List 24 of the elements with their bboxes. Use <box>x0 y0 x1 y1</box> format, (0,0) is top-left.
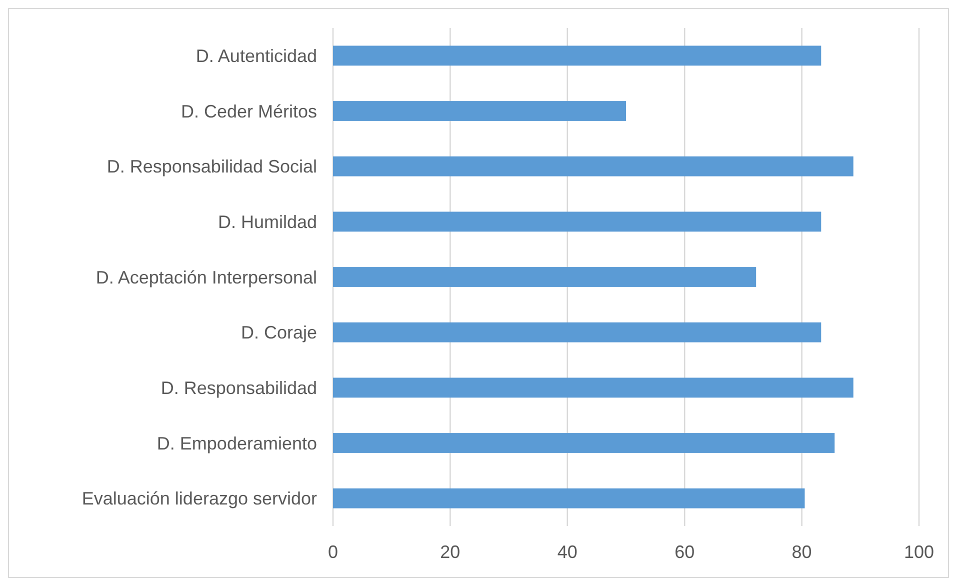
x-tick-label: 40 <box>557 542 578 562</box>
x-tick-label: 0 <box>328 542 338 562</box>
bar <box>333 267 756 287</box>
x-tick-label: 100 <box>904 542 934 562</box>
x-tick-label: 20 <box>440 542 460 562</box>
y-tick-label: D. Ceder Méritos <box>180 101 317 122</box>
bar <box>333 488 805 508</box>
y-tick-label: D. Coraje <box>240 322 317 343</box>
bar <box>333 101 626 121</box>
x-tick-label: 60 <box>674 542 695 562</box>
bar <box>333 156 854 176</box>
bar <box>333 212 822 232</box>
y-tick-label: D. Responsabilidad <box>160 378 317 398</box>
y-tick-label: D. Responsabilidad Social <box>106 156 317 177</box>
bar <box>333 322 822 342</box>
y-tick-label: D. Aceptación Interpersonal <box>96 267 317 288</box>
y-tick-label: Evaluación liderazgo servidor <box>82 488 318 509</box>
x-tick-label: 80 <box>792 542 812 562</box>
bar <box>333 46 822 66</box>
y-tick-label: D. Autenticidad <box>196 46 317 66</box>
bar <box>333 378 854 398</box>
y-tick-label: D. Empoderamiento <box>156 433 317 454</box>
y-tick-label: D. Humildad <box>218 212 317 232</box>
bar <box>333 433 835 453</box>
